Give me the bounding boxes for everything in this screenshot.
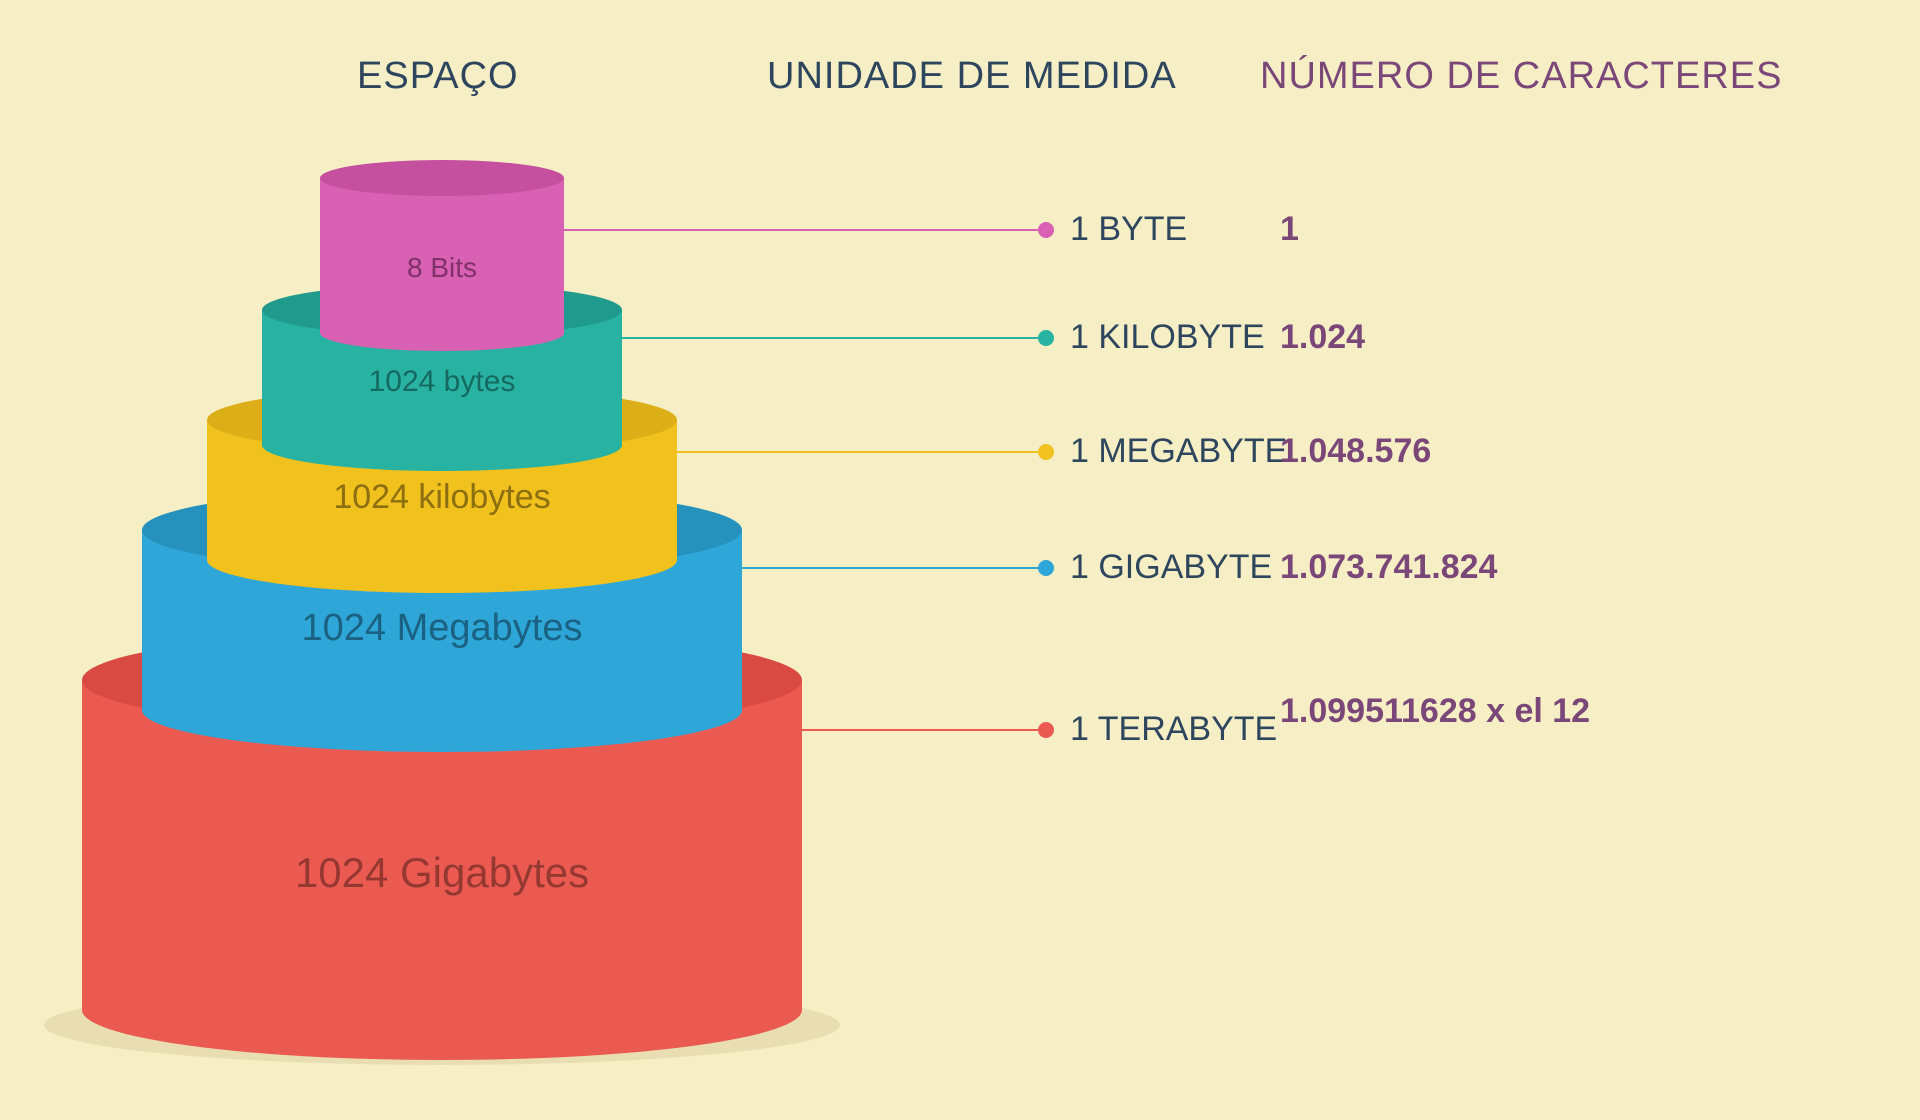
cylinder-label-gigabyte: 1024 Megabytes bbox=[142, 607, 742, 650]
dot-byte bbox=[1038, 222, 1054, 238]
dot-terabyte bbox=[1038, 722, 1054, 738]
dot-gigabyte bbox=[1038, 560, 1054, 576]
connector-dots bbox=[1038, 222, 1054, 738]
diagram-stage bbox=[0, 0, 1920, 1120]
chars-gigabyte: 1.073.741.824 bbox=[1280, 548, 1497, 587]
unit-gigabyte: 1 GIGABYTE bbox=[1070, 548, 1272, 587]
chars-byte: 1 bbox=[1280, 210, 1299, 249]
unit-terabyte: 1 TERABYTE bbox=[1070, 710, 1277, 749]
chars-kilobyte: 1.024 bbox=[1280, 318, 1365, 357]
cylinder-label-terabyte: 1024 Gigabytes bbox=[82, 849, 802, 897]
unit-kilobyte: 1 KILOBYTE bbox=[1070, 318, 1265, 357]
dot-megabyte bbox=[1038, 444, 1054, 460]
dot-kilobyte bbox=[1038, 330, 1054, 346]
cylinder-label-kilobyte: 1024 bytes bbox=[262, 365, 622, 399]
unit-megabyte: 1 MEGABYTE bbox=[1070, 432, 1287, 471]
unit-byte: 1 BYTE bbox=[1070, 210, 1187, 249]
chars-megabyte: 1.048.576 bbox=[1280, 432, 1431, 471]
chars-terabyte: 1.099511628 x el 12 bbox=[1280, 692, 1590, 731]
cylinder-label-byte: 8 Bits bbox=[320, 252, 564, 284]
cylinder-label-megabyte: 1024 kilobytes bbox=[207, 478, 677, 517]
